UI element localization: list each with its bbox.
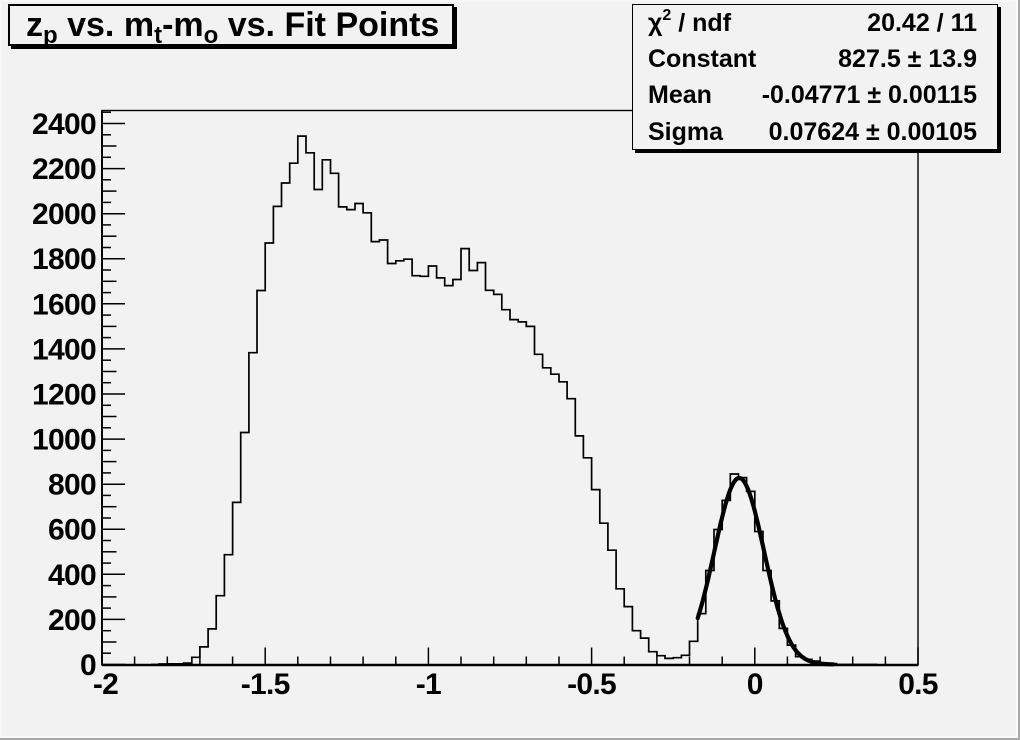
svg-text:1600: 1600 <box>32 288 96 321</box>
svg-text:1400: 1400 <box>32 333 96 366</box>
svg-text:1000: 1000 <box>32 424 96 457</box>
svg-text:600: 600 <box>48 514 96 547</box>
svg-text:0: 0 <box>80 649 96 682</box>
svg-text:800: 800 <box>48 469 96 502</box>
svg-text:1800: 1800 <box>32 243 96 276</box>
svg-text:-0.5: -0.5 <box>567 668 616 701</box>
svg-text:-2: -2 <box>93 668 118 701</box>
svg-text:2000: 2000 <box>32 198 96 231</box>
svg-text:-1.5: -1.5 <box>241 668 290 701</box>
svg-text:1200: 1200 <box>32 379 96 412</box>
svg-text:2400: 2400 <box>32 108 96 141</box>
svg-text:200: 200 <box>48 604 96 637</box>
svg-text:2200: 2200 <box>32 153 96 186</box>
svg-text:0: 0 <box>747 668 763 701</box>
svg-text:0.5: 0.5 <box>898 668 938 701</box>
svg-text:400: 400 <box>48 559 96 592</box>
svg-text:-1: -1 <box>416 668 441 701</box>
